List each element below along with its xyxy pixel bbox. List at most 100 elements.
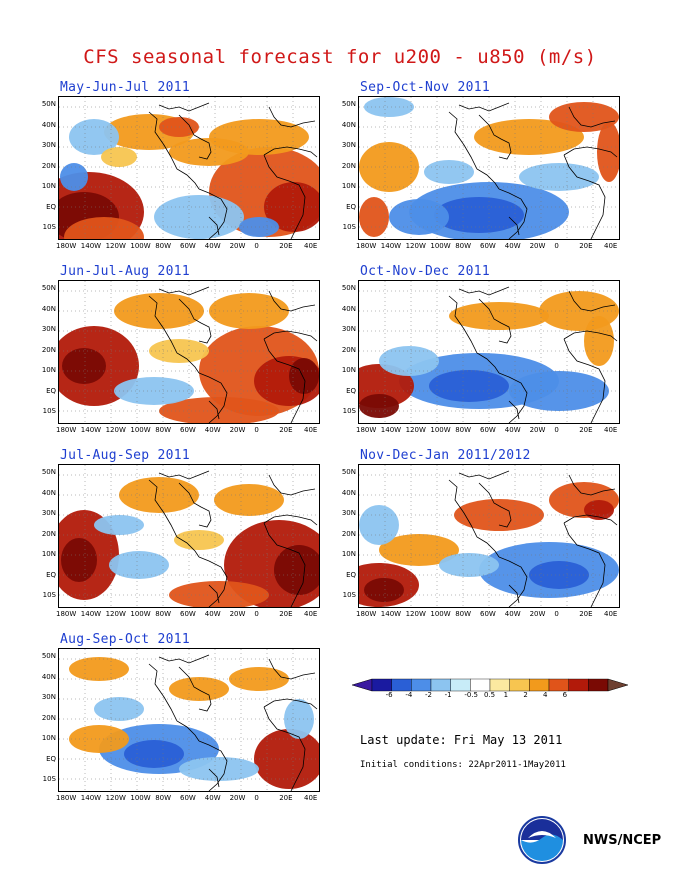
lon-tick-label: 0: [254, 794, 259, 802]
lon-tick-label: 80W: [155, 610, 172, 618]
lon-tick-label: 140W: [380, 610, 402, 618]
forecast-map-aso: [58, 648, 320, 792]
lon-tick-label: 20E: [279, 426, 293, 434]
lon-tick-label: 60W: [180, 794, 196, 802]
lat-tick-label: 10S: [42, 591, 56, 599]
lon-tick-label: 0: [254, 610, 259, 618]
lat-tick-label: 30N: [341, 141, 356, 149]
lat-tick-label: 10S: [42, 775, 56, 783]
lon-tick-label: 100W: [430, 426, 451, 434]
lat-tick-label: 20N: [41, 161, 56, 170]
lon-tick-label: 20W: [529, 610, 546, 618]
colorbar-swatch: [489, 678, 510, 692]
lon-tick-label: 40W: [204, 242, 221, 250]
lat-tick-label: EQ: [346, 386, 356, 395]
lat-tick-label: 30N: [41, 509, 56, 517]
colorbar-tick-label: -0.5: [464, 691, 478, 699]
lon-tick-label: 0: [554, 426, 559, 434]
colorbar-tick-label: 2: [523, 691, 528, 699]
lat-tick-label: 20N: [341, 161, 356, 170]
lon-tick-label: 40E: [604, 610, 618, 618]
lon-tick-label: 120W: [405, 610, 426, 618]
lon-tick-label: 60W: [480, 426, 496, 434]
lon-tick-label: 20W: [529, 426, 546, 434]
lon-tick-label: 60W: [180, 242, 196, 250]
lat-tick-label: 10N: [341, 366, 356, 374]
colorbar-tick-label: 6: [562, 691, 568, 699]
lon-tick-label: 40W: [504, 610, 521, 618]
lon-tick-label: 140W: [380, 426, 402, 434]
lon-tick-label: 140W: [80, 242, 102, 250]
lon-tick-label: 180W: [356, 426, 377, 434]
lon-tick-label: 120W: [105, 426, 126, 434]
colorbar-swatch: [371, 678, 392, 692]
lon-tick-label: 140W: [80, 794, 102, 802]
panel-title-jja: Jun-Jul-Aug 2011: [60, 264, 191, 279]
lon-tick-label: 180W: [56, 794, 77, 802]
lon-tick-label: 140W: [80, 610, 102, 618]
lon-tick-label: 120W: [105, 610, 126, 618]
lat-tick-label: 40N: [41, 304, 56, 313]
initial-conditions-text: Initial conditions: 22Apr2011-1May2011: [360, 760, 566, 770]
lon-tick-label: 40E: [604, 426, 618, 434]
lat-tick-label: 50N: [41, 652, 56, 660]
lat-tick-label: 50N: [341, 284, 356, 292]
lon-tick-label: 180W: [356, 242, 377, 250]
lon-tick-label: 80W: [155, 426, 172, 434]
lat-tick-label: 10N: [41, 550, 56, 558]
colorbar-tick-label: -1: [444, 691, 452, 699]
lon-tick-label: 40E: [304, 794, 318, 802]
lon-tick-label: 0: [554, 242, 559, 250]
lon-tick-label: 40E: [304, 426, 318, 434]
lat-tick-label: 50N: [341, 468, 356, 476]
lon-tick-label: 20W: [529, 242, 546, 250]
colorbar-left-cap: [352, 678, 373, 692]
lon-tick-label: 0: [254, 426, 259, 434]
lon-tick-label: 60W: [480, 242, 496, 250]
lat-tick-label: 40N: [341, 488, 356, 497]
lon-tick-label: 0: [254, 242, 259, 250]
lat-tick-label: EQ: [46, 570, 56, 579]
colorbar: [352, 678, 628, 692]
lat-tick-label: 20N: [341, 529, 356, 538]
panel-title-ndj: Nov-Dec-Jan 2011/2012: [360, 448, 531, 463]
colorbar-tick-label: -4: [405, 691, 413, 699]
lon-tick-label: 100W: [130, 794, 151, 802]
lat-tick-label: 30N: [41, 325, 56, 333]
colorbar-swatch: [548, 678, 569, 692]
lon-tick-label: 40W: [204, 610, 221, 618]
panel-title-son: Sep-Oct-Nov 2011: [360, 80, 491, 95]
colorbar-tick-label: 0.5: [484, 691, 496, 699]
panel-title-aso: Aug-Sep-Oct 2011: [60, 632, 191, 647]
lat-tick-label: 40N: [41, 488, 56, 497]
panel-title-jas: Jul-Aug-Sep 2011: [60, 448, 191, 463]
lat-tick-label: 10S: [42, 407, 56, 415]
lat-tick-label: 10S: [42, 223, 56, 231]
colorbar-swatch: [411, 678, 432, 692]
page-title: CFS seasonal forecast for u200 - u850 (m…: [83, 46, 597, 68]
lat-tick-label: 50N: [341, 100, 356, 108]
lon-tick-label: 80W: [455, 426, 472, 434]
colorbar-swatch: [450, 678, 471, 692]
lat-tick-label: 50N: [41, 468, 56, 476]
colorbar-right-cap: [607, 678, 628, 692]
lon-tick-label: 40E: [304, 242, 318, 250]
lon-tick-label: 40W: [504, 426, 521, 434]
lon-tick-label: 40W: [504, 242, 521, 250]
lon-tick-label: 20E: [579, 242, 593, 250]
colorbar-tick-label: 1: [503, 691, 509, 699]
lat-tick-label: 10S: [342, 223, 356, 231]
forecast-map-jja: [58, 280, 320, 424]
colorbar-tick-label: -2: [425, 691, 432, 699]
colorbar-swatch: [470, 678, 491, 692]
lon-tick-label: 40W: [204, 794, 221, 802]
lon-tick-label: 60W: [480, 610, 496, 618]
lon-tick-label: 20E: [279, 610, 293, 618]
lon-tick-label: 40W: [204, 426, 221, 434]
forecast-map-jas: [58, 464, 320, 608]
lon-tick-label: 140W: [380, 242, 402, 250]
lat-tick-label: EQ: [46, 202, 56, 211]
lon-tick-label: 100W: [430, 242, 451, 250]
lon-tick-label: 20W: [229, 242, 246, 250]
colorbar-swatch: [430, 678, 451, 692]
